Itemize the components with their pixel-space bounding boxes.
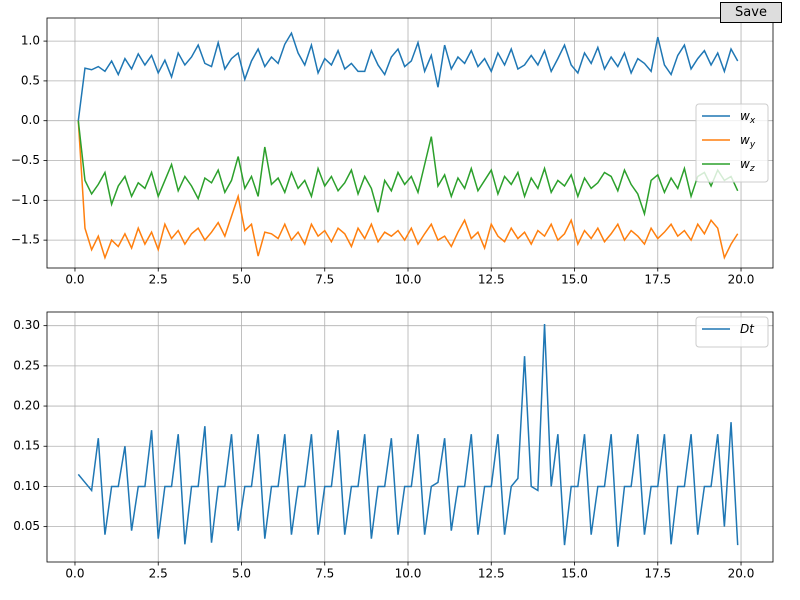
y-tick-label: 1.0 [21,34,40,48]
x-tick-label: 0.0 [65,273,84,287]
x-tick-label: 17.5 [644,273,671,287]
y-tick-label: 0.05 [13,519,40,533]
x-tick-label: 15.0 [561,273,588,287]
y-tick-label: 0.15 [13,439,40,453]
x-tick-label: 15.0 [561,567,588,581]
y-tick-label: 0.0 [21,113,40,127]
x-tick-label: 5.0 [232,273,251,287]
x-tick-label: 7.5 [315,273,334,287]
legend-label: wy [740,133,756,150]
y-tick-label: 0.25 [13,358,40,372]
legend-text-sub: x [749,116,756,126]
legend-box [695,316,769,348]
x-tick-label: 20.0 [728,567,755,581]
legend-label: Dt [740,322,755,336]
plot-area [47,312,773,562]
y-tick-label: −1.5 [11,233,40,247]
y-tick-label: 0.10 [13,479,40,493]
legend-text-main: Dt [740,322,755,336]
x-tick-label: 10.0 [395,567,422,581]
legend-text-main: w [740,157,750,171]
save-button[interactable]: Save [720,2,782,23]
legend-text-sub: y [749,140,756,150]
x-tick-label: 20.0 [728,273,755,287]
x-tick-label: 0.0 [65,567,84,581]
legend-label: wx [740,109,756,126]
x-tick-label: 17.5 [644,567,671,581]
x-tick-label: 12.5 [478,567,505,581]
plot-area [47,18,773,268]
legend-text-sub: z [749,164,755,174]
y-tick-label: −0.5 [11,153,40,167]
series-line [77,120,739,217]
x-tick-label: 12.5 [478,273,505,287]
x-tick-label: 2.5 [149,567,168,581]
y-tick-label: 0.20 [13,399,40,413]
y-tick-label: 0.30 [13,318,40,332]
y-tick-label: −1.0 [11,193,40,207]
y-tick-label: 0.5 [21,73,40,87]
x-tick-label: 2.5 [149,273,168,287]
x-tick-label: 5.0 [232,567,251,581]
legend-text-main: w [740,133,750,147]
x-tick-label: 10.0 [395,273,422,287]
legend-box [695,103,769,183]
series-line [77,31,739,121]
series-line [77,324,739,547]
x-tick-label: 7.5 [315,567,334,581]
legend-text-main: w [740,109,750,123]
axes-frame [46,311,774,563]
series-line [77,120,739,260]
axes-frame [46,17,774,269]
legend-label: wz [740,157,755,174]
